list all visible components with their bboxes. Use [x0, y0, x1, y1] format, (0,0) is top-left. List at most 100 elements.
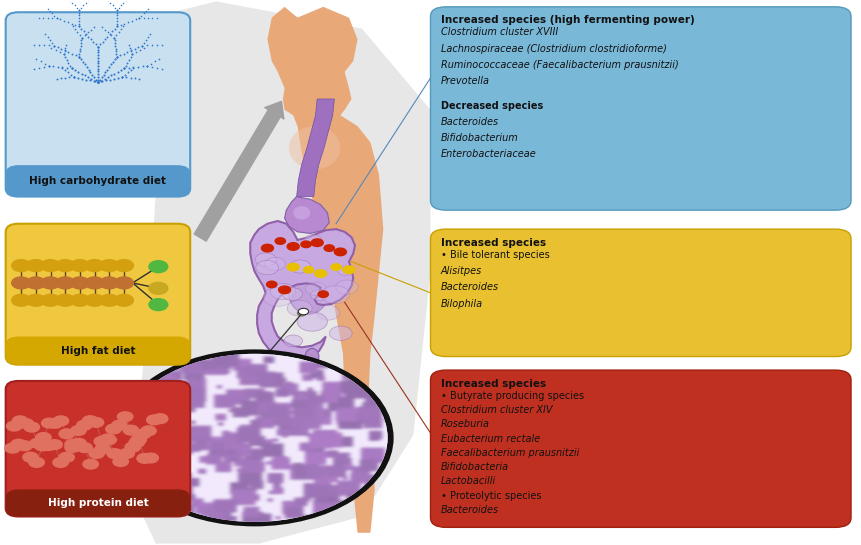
Circle shape — [100, 277, 119, 289]
Text: • Proteolytic species: • Proteolytic species — [441, 490, 542, 501]
Circle shape — [77, 420, 92, 430]
Circle shape — [290, 260, 311, 273]
Circle shape — [83, 416, 98, 426]
Circle shape — [47, 419, 63, 428]
Circle shape — [71, 438, 86, 448]
Circle shape — [267, 281, 277, 288]
Circle shape — [35, 433, 51, 443]
Circle shape — [88, 417, 103, 427]
Circle shape — [100, 294, 119, 306]
Circle shape — [117, 351, 392, 525]
Circle shape — [143, 453, 158, 463]
FancyBboxPatch shape — [6, 165, 190, 197]
Circle shape — [256, 261, 279, 275]
Circle shape — [123, 425, 139, 435]
Circle shape — [56, 277, 75, 289]
Text: Decreased species: Decreased species — [441, 101, 543, 111]
FancyBboxPatch shape — [6, 489, 190, 517]
Circle shape — [262, 244, 274, 252]
Circle shape — [137, 453, 152, 463]
Circle shape — [263, 288, 293, 306]
Text: Bifidobacterium: Bifidobacterium — [441, 133, 518, 143]
Circle shape — [7, 421, 22, 431]
Circle shape — [83, 459, 98, 469]
Circle shape — [330, 326, 352, 341]
Circle shape — [27, 259, 46, 271]
Text: Bacteroides: Bacteroides — [441, 505, 499, 515]
Circle shape — [40, 441, 56, 451]
Circle shape — [12, 416, 28, 426]
Circle shape — [71, 426, 86, 435]
Text: Increased species: Increased species — [441, 238, 546, 248]
FancyBboxPatch shape — [6, 223, 190, 365]
Circle shape — [89, 449, 104, 458]
Text: Bacteroides: Bacteroides — [441, 117, 499, 127]
Circle shape — [12, 259, 31, 271]
Circle shape — [107, 449, 122, 458]
Circle shape — [94, 437, 109, 446]
Circle shape — [53, 416, 69, 426]
Circle shape — [115, 294, 133, 306]
Circle shape — [121, 354, 387, 522]
Text: Lachnospiraceae (Clostridium clostridioforme): Lachnospiraceae (Clostridium clostridiof… — [441, 44, 666, 53]
Ellipse shape — [289, 126, 340, 169]
Circle shape — [129, 438, 145, 447]
Text: Clostridium cluster XVIII: Clostridium cluster XVIII — [441, 27, 558, 38]
Circle shape — [11, 439, 27, 449]
Circle shape — [288, 300, 313, 316]
Circle shape — [34, 441, 50, 451]
Text: • Bile tolerant species: • Bile tolerant species — [441, 250, 549, 260]
Text: High fat diet: High fat diet — [60, 346, 135, 355]
Text: Roseburia: Roseburia — [441, 419, 490, 429]
Circle shape — [338, 266, 352, 275]
Circle shape — [41, 277, 60, 289]
Text: Eubacterium rectale: Eubacterium rectale — [441, 433, 540, 444]
Text: Increased species: Increased species — [441, 379, 546, 389]
Circle shape — [300, 241, 311, 247]
Text: Prevotella: Prevotella — [441, 76, 490, 86]
Circle shape — [85, 259, 104, 271]
Circle shape — [276, 238, 286, 244]
Text: Bacteroides: Bacteroides — [441, 282, 499, 292]
Circle shape — [18, 419, 34, 428]
Circle shape — [30, 438, 46, 448]
Circle shape — [65, 443, 80, 452]
Circle shape — [135, 429, 151, 439]
Circle shape — [41, 418, 57, 428]
Text: Enterobacteriaceae: Enterobacteriaceae — [441, 149, 536, 160]
Circle shape — [23, 452, 38, 462]
Circle shape — [71, 277, 90, 289]
Circle shape — [331, 264, 341, 270]
Circle shape — [314, 270, 326, 277]
Circle shape — [100, 434, 115, 444]
Circle shape — [113, 457, 128, 467]
Circle shape — [324, 245, 334, 251]
Circle shape — [106, 424, 121, 434]
Circle shape — [264, 257, 286, 271]
Text: Alisitpes: Alisitpes — [441, 266, 482, 276]
Circle shape — [303, 267, 313, 273]
Circle shape — [85, 294, 104, 306]
FancyBboxPatch shape — [430, 7, 851, 210]
Circle shape — [12, 294, 31, 306]
Circle shape — [297, 312, 327, 331]
Circle shape — [318, 291, 328, 298]
Circle shape — [17, 441, 32, 451]
Circle shape — [311, 239, 323, 246]
Circle shape — [334, 248, 346, 256]
Circle shape — [56, 294, 75, 306]
Circle shape — [149, 261, 168, 272]
Circle shape — [298, 311, 306, 316]
Text: High protein diet: High protein diet — [47, 498, 148, 508]
Circle shape — [100, 259, 119, 271]
Text: Faecalibacterium prausnitzii: Faecalibacterium prausnitzii — [441, 448, 579, 458]
Circle shape — [311, 290, 328, 301]
Text: Clostridium cluster XIV: Clostridium cluster XIV — [441, 405, 552, 415]
Text: Lactobacilli: Lactobacilli — [441, 476, 496, 486]
FancyBboxPatch shape — [6, 381, 190, 517]
Circle shape — [270, 283, 295, 300]
FancyArrowPatch shape — [195, 101, 284, 241]
Circle shape — [115, 259, 133, 271]
Polygon shape — [297, 99, 334, 197]
Circle shape — [41, 259, 60, 271]
